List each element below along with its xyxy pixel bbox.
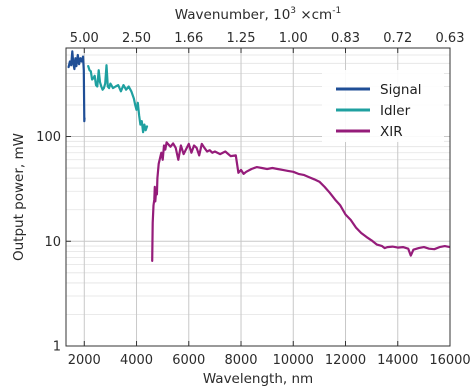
x-tick-label: 14000 [377,353,418,368]
plot-frame [65,47,451,347]
y-tick-label: 100 [36,130,61,145]
top-tick-label: 1.66 [174,31,203,46]
legend-label-idler: Idler [380,103,411,119]
series-line-idler [87,64,149,134]
top-tick-label: 2.50 [122,31,151,46]
x-tick-label: 12000 [325,353,366,368]
top-axis-title-unit-sup: -1 [332,6,341,16]
legend-label-signal: Signal [380,82,421,98]
top-tick-label: 0.83 [331,31,360,46]
x-tick-label: 2000 [68,353,101,368]
x-tick-label: 10000 [273,353,314,368]
y-axis-title: Output power, mW [11,133,27,261]
x-tick-label: 6000 [172,353,205,368]
top-tick-label: 0.72 [383,31,412,46]
x-tick-label: 16000 [429,353,470,368]
series-line-signal [67,50,86,123]
x-tick-label: 8000 [224,353,257,368]
top-axis-title-unit: ×cm [296,7,332,23]
x-tick-label: 4000 [120,353,153,368]
ticks: 1 10 100 2000 4000 6000 8000 10000 12000 14000 160… [36,31,471,368]
y-tick-label: 1 [53,340,61,355]
top-axis-title-sup: 3 [290,6,296,16]
series-line-xir [151,141,450,262]
top-tick-label: 0.63 [436,31,465,46]
top-axis-title: Wavenumber, 103 ×cm-1 [175,6,341,23]
series-layer [67,50,450,262]
top-tick-label: 5.00 [70,31,99,46]
legend: Signal Idler XIR [322,70,444,142]
top-tick-label: 1.25 [227,31,256,46]
y-tick-label: 10 [44,235,61,250]
top-axis-title-main: Wavenumber, 10 [175,7,291,23]
top-tick-label: 1.00 [279,31,308,46]
x-axis-title: Wavelength, nm [203,371,313,387]
legend-label-xir: XIR [380,124,403,140]
